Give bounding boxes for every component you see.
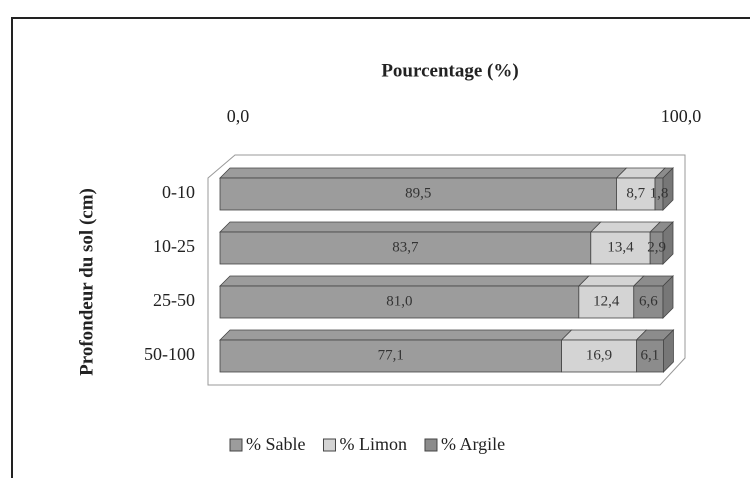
bar-top	[219, 221, 602, 233]
value-label: 12,4	[593, 293, 620, 309]
bar	[219, 339, 562, 373]
bar-top	[219, 275, 590, 287]
value-label: 77,1	[378, 347, 404, 363]
bar	[590, 231, 651, 265]
value-label: 8,7	[626, 185, 645, 201]
bar-side	[662, 167, 674, 211]
value-label: 81,0	[386, 293, 412, 309]
value-label: 89,5	[405, 185, 431, 201]
bar-side	[662, 221, 674, 265]
x-tick-label: 0,0	[227, 106, 250, 126]
bar	[561, 339, 637, 373]
y-tick-label: 50-100	[144, 344, 195, 364]
legend-swatch	[229, 438, 243, 452]
bar-top	[219, 329, 573, 341]
bar-side	[662, 275, 674, 319]
legend-swatch	[424, 438, 438, 452]
back-wall	[207, 154, 686, 386]
value-label: 13,4	[607, 239, 634, 255]
value-label: 6,6	[639, 293, 658, 309]
bar-top	[219, 167, 628, 179]
value-label: 6,1	[641, 347, 660, 363]
bar-top	[577, 275, 645, 287]
bar-top	[589, 221, 662, 233]
x-axis-title: Pourcentage (%)	[381, 60, 518, 81]
value-label: 16,9	[586, 347, 612, 363]
y-axis-title: Profondeur du sol (cm)	[76, 188, 97, 376]
bar-top	[560, 329, 648, 341]
y-tick-label: 10-25	[153, 236, 195, 256]
frame	[11, 17, 750, 478]
legend-label: % Argile	[441, 434, 505, 454]
value-label: 83,7	[392, 239, 419, 255]
bar	[219, 285, 580, 319]
bar-side	[663, 329, 674, 373]
legend-label: % Sable	[246, 434, 305, 454]
value-label: 2,9	[647, 239, 666, 255]
y-tick-label: 0-10	[162, 182, 195, 202]
bar	[616, 177, 656, 211]
y-tick-label: 25-50	[153, 290, 195, 310]
bar	[578, 285, 635, 319]
x-tick-label: 100,0	[661, 106, 702, 126]
value-label: 1,8	[650, 185, 669, 201]
legend-label: % Limon	[339, 434, 407, 454]
legend-swatch	[322, 438, 336, 452]
